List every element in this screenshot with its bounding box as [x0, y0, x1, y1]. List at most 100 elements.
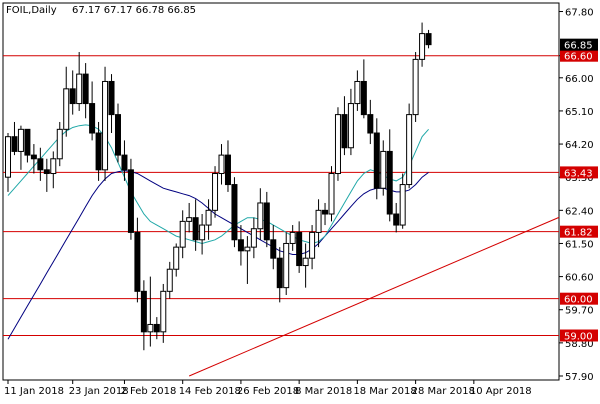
- candle: [37, 147, 44, 181]
- current-price-bg: [560, 38, 598, 51]
- candle-body: [412, 58, 419, 116]
- candle: [393, 202, 400, 233]
- candle-body: [224, 154, 231, 186]
- candle-body: [82, 73, 89, 105]
- candle-body: [399, 184, 406, 226]
- candle: [270, 225, 277, 270]
- level-label: 59.00: [564, 332, 593, 343]
- x-tick-label: 18 Mar 2018: [353, 386, 416, 397]
- candle: [302, 243, 309, 288]
- candle-body: [237, 239, 244, 252]
- candle-body: [127, 169, 134, 233]
- y-tick-label: 65.10: [565, 107, 594, 118]
- candle-body: [380, 150, 387, 189]
- candle: [173, 243, 180, 277]
- candle-body: [328, 173, 335, 215]
- candle: [147, 276, 154, 347]
- candle-body: [173, 246, 180, 270]
- candle: [17, 125, 24, 170]
- candle-body: [89, 103, 96, 134]
- candle-body: [134, 231, 141, 292]
- candle: [134, 217, 141, 303]
- candle-body: [373, 132, 380, 189]
- candle-body: [43, 169, 50, 175]
- candle-body: [334, 114, 341, 175]
- candle-body: [199, 224, 206, 241]
- candle: [347, 88, 354, 156]
- level-lines-group: [3, 55, 559, 337]
- x-tick-label: 26 Feb 2018: [237, 386, 299, 397]
- candle: [11, 121, 18, 156]
- x-tick-label: 11 Jan 2018: [4, 386, 64, 397]
- candle-body: [425, 33, 432, 46]
- candle-body: [347, 103, 354, 149]
- candle-body: [160, 290, 167, 333]
- candle: [5, 133, 11, 192]
- level-label: 61.82: [564, 228, 593, 239]
- level-label: 63.43: [564, 168, 593, 179]
- candle: [76, 52, 83, 111]
- candle: [406, 103, 413, 189]
- candle-body: [250, 228, 257, 248]
- level-label-bg: [560, 49, 598, 62]
- candle: [218, 144, 225, 185]
- x-tick-label: 14 Feb 2018: [179, 386, 241, 397]
- plot-frame: [2, 2, 560, 381]
- candle-body: [283, 242, 290, 289]
- candle-body: [69, 88, 76, 105]
- candle-body: [37, 158, 44, 171]
- candle: [380, 140, 387, 196]
- candle: [399, 173, 406, 229]
- candle: [263, 191, 270, 248]
- candle-body: [140, 290, 147, 333]
- candle-body: [270, 239, 277, 259]
- candle: [69, 70, 76, 115]
- candle: [50, 151, 57, 189]
- y-tick-label: 66.00: [565, 74, 594, 85]
- candle: [257, 188, 264, 240]
- candle: [179, 210, 186, 259]
- candle-body: [322, 209, 329, 215]
- candle: [289, 225, 296, 251]
- candle: [341, 96, 348, 156]
- candle-body: [95, 132, 102, 171]
- y-tick-label: 64.20: [565, 140, 594, 151]
- candle-body: [179, 220, 186, 248]
- candle-body: [153, 323, 160, 333]
- candle: [108, 74, 115, 134]
- candle-body: [276, 257, 283, 289]
- candle: [30, 144, 37, 174]
- candle-body: [108, 80, 115, 116]
- candle-body: [315, 209, 322, 233]
- candle-body: [11, 136, 18, 152]
- candle-body: [218, 154, 225, 175]
- y-axis: 67.80 66.60 66.00 65.10 64.20 63.30 62.40 61.50…: [559, 8, 598, 383]
- candle-body: [386, 150, 393, 215]
- candle-body: [166, 268, 173, 292]
- candle: [166, 261, 173, 299]
- x-tick-label: 2 Feb 2018: [120, 386, 176, 397]
- candle-body: [121, 154, 128, 171]
- level-label: 60.00: [564, 295, 593, 306]
- candle: [56, 121, 63, 167]
- level-label: 66.60: [564, 52, 593, 63]
- candle: [322, 202, 329, 226]
- candle: [140, 280, 147, 351]
- candle-body: [231, 184, 238, 241]
- candle: [114, 103, 121, 163]
- candle: [82, 63, 89, 119]
- y-tick-label: 58.80: [565, 339, 594, 350]
- current-price-label: 66.85: [564, 41, 593, 52]
- candle-body: [114, 114, 121, 156]
- candle-body: [354, 80, 361, 105]
- candle: [24, 128, 31, 163]
- candle-body: [17, 128, 24, 152]
- candle-body: [406, 114, 413, 186]
- candle: [276, 247, 283, 303]
- chart-header: FOIL,Daily 67.17 67.17 66.78 66.85: [6, 5, 196, 16]
- candle: [237, 225, 244, 266]
- x-tick-label: 8 Mar 2018: [295, 386, 352, 397]
- candle: [354, 70, 361, 111]
- candle-body: [341, 114, 348, 149]
- candle: [89, 81, 96, 141]
